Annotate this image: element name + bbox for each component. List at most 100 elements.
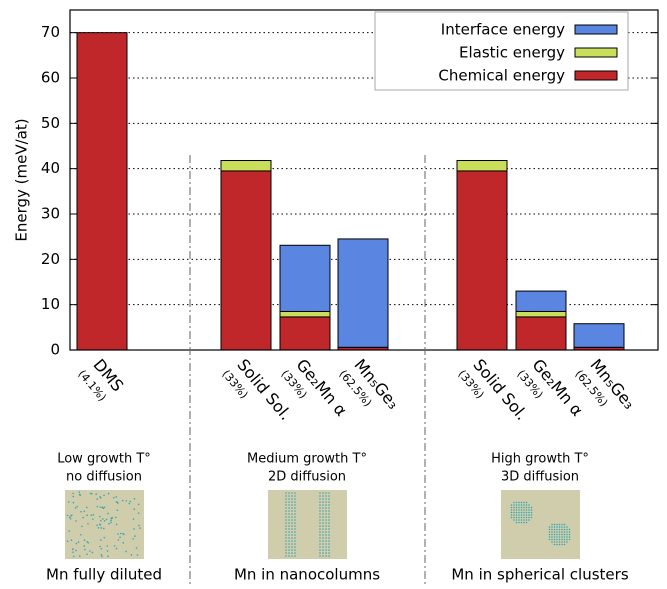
sample-dot <box>294 534 296 536</box>
sample-dot <box>319 522 321 524</box>
sample-dot <box>319 528 321 530</box>
sample-dot <box>564 534 566 536</box>
sample-dot <box>516 522 518 524</box>
sample-dot <box>288 555 290 557</box>
sample-dot <box>294 513 296 515</box>
sample-dot <box>523 522 525 524</box>
sample-dot <box>564 544 566 546</box>
sample-dot <box>100 527 102 529</box>
sample-dot <box>285 546 287 548</box>
sample-dot <box>319 501 321 503</box>
sample-dot <box>133 528 135 530</box>
sample-dot <box>559 526 561 528</box>
sample-dot <box>561 526 563 528</box>
sample-dot <box>325 549 327 551</box>
sample-dot <box>129 501 131 503</box>
sample-dot <box>288 492 290 494</box>
sample-dot <box>559 524 561 526</box>
sample-dot <box>291 552 293 554</box>
sample-dot <box>119 537 121 539</box>
sample-dot <box>285 501 287 503</box>
sample-dot <box>128 503 130 505</box>
sample-dot <box>322 522 324 524</box>
sample-dot <box>76 543 78 545</box>
sample-dot <box>531 517 533 519</box>
panel-caption: Mn fully diluted <box>46 566 162 584</box>
sample-dot <box>319 510 321 512</box>
sample-dot <box>79 494 81 496</box>
sample-dot <box>528 519 530 521</box>
sample-dot <box>136 547 138 549</box>
sample-dot <box>325 507 327 509</box>
sample-dot <box>325 555 327 557</box>
sample-dot <box>516 502 518 504</box>
sample-dot <box>319 546 321 548</box>
sample-dot <box>561 541 563 543</box>
sample-dot <box>518 509 520 511</box>
sample-dot <box>288 501 290 503</box>
sample-dot <box>566 536 568 538</box>
sample-dot <box>99 546 101 548</box>
sample-dot <box>518 512 520 514</box>
sample-dot <box>86 541 88 543</box>
sample-dot <box>554 539 556 541</box>
sample-dot <box>117 509 119 511</box>
sample-dot <box>294 528 296 530</box>
sample-dot <box>288 540 290 542</box>
sample-dot <box>516 517 518 519</box>
sample-dot <box>322 504 324 506</box>
sample-dot <box>556 531 558 533</box>
sample-dot <box>291 540 293 542</box>
sample-dot <box>294 495 296 497</box>
sample-dot <box>96 498 98 500</box>
sample-dot <box>103 528 105 530</box>
sample-dot <box>288 522 290 524</box>
legend-label: Elastic energy <box>459 44 565 62</box>
sample-dot <box>561 539 563 541</box>
sample-dot <box>294 555 296 557</box>
sample-dot <box>328 555 330 557</box>
sample-dot <box>319 552 321 554</box>
sample-dot <box>569 534 571 536</box>
sample-dot <box>125 551 127 553</box>
sample-dot <box>78 541 80 543</box>
sample-dot <box>569 529 571 531</box>
sample-dot <box>138 503 140 505</box>
sample-dot <box>294 552 296 554</box>
sample-dot <box>294 516 296 518</box>
sample-dot <box>328 519 330 521</box>
sample-dot <box>566 529 568 531</box>
sample-dot <box>285 540 287 542</box>
legend-swatch <box>575 71 617 80</box>
y-tick-label: 40 <box>41 159 60 177</box>
sample-dot <box>559 531 561 533</box>
sample-dot <box>98 527 100 529</box>
sample-dot <box>328 498 330 500</box>
sample-dot <box>322 540 324 542</box>
sample-dot <box>288 531 290 533</box>
sample-dot <box>294 498 296 500</box>
sample-dot <box>285 534 287 536</box>
sample-dot <box>291 513 293 515</box>
sample-dot <box>294 543 296 545</box>
sample-dot <box>511 504 513 506</box>
sample-dot <box>288 546 290 548</box>
bar-segment <box>516 317 566 350</box>
sample-dot <box>291 507 293 509</box>
sample-dot <box>513 509 515 511</box>
sample-dot <box>516 519 518 521</box>
sample-dot <box>288 498 290 500</box>
sample-dot <box>528 514 530 516</box>
sample-dot <box>516 512 518 514</box>
sample-dot <box>564 539 566 541</box>
sample-dot <box>513 519 515 521</box>
sample-dot <box>518 519 520 521</box>
sample-dot <box>526 507 528 509</box>
sample-dot <box>521 507 523 509</box>
sample-dot <box>132 538 134 540</box>
sample-dot <box>72 496 74 498</box>
sample-dot <box>518 507 520 509</box>
sample-dot <box>288 549 290 551</box>
sample-dot <box>285 510 287 512</box>
sample-dot <box>328 492 330 494</box>
